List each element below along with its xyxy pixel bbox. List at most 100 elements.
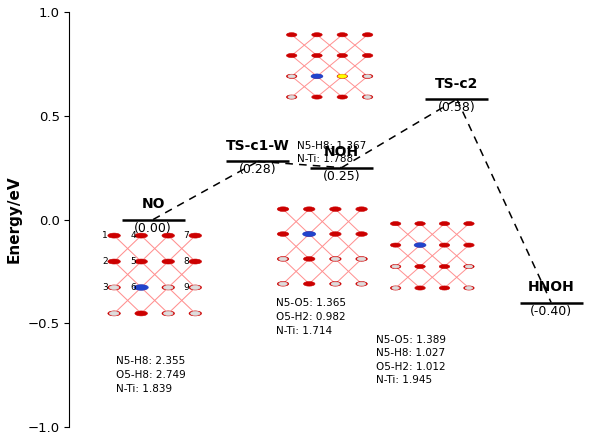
Text: N5-O5: 1.389
N5-H8: 1.027
O5-H2: 1.012
N-Ti: 1.945: N5-O5: 1.389 N5-H8: 1.027 O5-H2: 1.012 N…: [376, 335, 446, 385]
Circle shape: [391, 286, 401, 290]
Circle shape: [391, 243, 401, 247]
Circle shape: [439, 286, 450, 290]
Circle shape: [312, 95, 322, 99]
Circle shape: [286, 53, 297, 57]
Circle shape: [164, 312, 173, 315]
Circle shape: [286, 95, 297, 99]
Circle shape: [288, 95, 295, 99]
Text: 6: 6: [130, 283, 136, 292]
Text: 3: 3: [102, 283, 108, 292]
Circle shape: [415, 221, 425, 226]
Circle shape: [329, 257, 341, 261]
Circle shape: [135, 285, 148, 290]
Text: (0.25): (0.25): [323, 170, 361, 183]
Circle shape: [162, 259, 175, 264]
Text: (0.28): (0.28): [239, 164, 277, 176]
Circle shape: [108, 233, 121, 238]
Circle shape: [279, 282, 287, 286]
Circle shape: [162, 233, 175, 238]
Circle shape: [337, 53, 347, 57]
Circle shape: [415, 264, 425, 269]
Text: HNOH: HNOH: [528, 280, 575, 294]
Text: 5: 5: [130, 257, 136, 266]
Circle shape: [364, 75, 371, 78]
Circle shape: [191, 312, 200, 315]
Circle shape: [392, 286, 399, 290]
Circle shape: [391, 221, 401, 226]
Circle shape: [358, 282, 366, 286]
Circle shape: [135, 259, 148, 264]
Circle shape: [464, 221, 474, 226]
Text: TS-c1-W: TS-c1-W: [226, 139, 290, 153]
Circle shape: [415, 243, 425, 247]
Circle shape: [439, 243, 450, 247]
Text: (0.58): (0.58): [438, 101, 476, 114]
Circle shape: [439, 264, 450, 269]
Circle shape: [311, 74, 323, 79]
Circle shape: [329, 232, 341, 236]
Text: 2: 2: [102, 257, 108, 266]
Circle shape: [162, 285, 175, 290]
Circle shape: [362, 74, 373, 78]
Text: (0.00): (0.00): [134, 221, 172, 235]
Circle shape: [277, 232, 289, 236]
Text: N5-O5: 1.365
O5-H2: 0.982
N-Ti: 1.714: N5-O5: 1.365 O5-H2: 0.982 N-Ti: 1.714: [276, 298, 346, 335]
Circle shape: [312, 74, 322, 78]
Circle shape: [362, 33, 373, 37]
Circle shape: [392, 265, 399, 268]
Circle shape: [134, 285, 148, 290]
Circle shape: [189, 233, 202, 238]
Circle shape: [464, 264, 474, 269]
Y-axis label: Energy/eV: Energy/eV: [7, 175, 22, 263]
Circle shape: [465, 286, 473, 290]
Circle shape: [362, 53, 373, 57]
Circle shape: [338, 75, 347, 78]
Circle shape: [286, 33, 297, 37]
Text: (-0.40): (-0.40): [530, 305, 572, 318]
Circle shape: [329, 282, 341, 286]
Circle shape: [364, 95, 371, 99]
Circle shape: [304, 257, 315, 261]
Circle shape: [277, 257, 289, 261]
Circle shape: [189, 285, 202, 290]
Text: N5-H8: 2.355
O5-H8: 2.749
N-Ti: 1.839: N5-H8: 2.355 O5-H8: 2.749 N-Ti: 1.839: [116, 357, 186, 394]
Text: TS-c2: TS-c2: [435, 77, 479, 91]
Text: 9: 9: [183, 283, 189, 292]
Circle shape: [189, 259, 202, 264]
Circle shape: [304, 282, 315, 286]
Circle shape: [391, 264, 401, 269]
Circle shape: [288, 75, 295, 78]
Text: 1: 1: [102, 231, 108, 240]
Circle shape: [465, 265, 473, 268]
Circle shape: [337, 74, 347, 78]
Circle shape: [164, 286, 173, 290]
Circle shape: [191, 286, 200, 290]
Circle shape: [439, 221, 450, 226]
Circle shape: [277, 207, 289, 211]
Circle shape: [162, 311, 175, 316]
Circle shape: [464, 286, 474, 290]
Circle shape: [312, 53, 322, 57]
Text: NOH: NOH: [324, 145, 359, 159]
Circle shape: [356, 232, 367, 236]
Circle shape: [356, 207, 367, 211]
Circle shape: [415, 286, 425, 290]
Circle shape: [414, 243, 426, 248]
Circle shape: [135, 233, 148, 238]
Circle shape: [356, 257, 367, 261]
Circle shape: [337, 95, 347, 99]
Text: 7: 7: [183, 231, 189, 240]
Text: NO: NO: [142, 197, 165, 211]
Text: N5-H8: 1.367
N-Ti: 1.788: N5-H8: 1.367 N-Ti: 1.788: [297, 141, 367, 164]
Circle shape: [358, 257, 366, 261]
Text: 8: 8: [183, 257, 189, 266]
Circle shape: [362, 95, 373, 99]
Circle shape: [331, 282, 340, 286]
Circle shape: [108, 259, 121, 264]
Circle shape: [277, 282, 289, 286]
Circle shape: [329, 207, 341, 211]
Circle shape: [304, 207, 315, 211]
Text: 4: 4: [130, 231, 136, 240]
Circle shape: [337, 33, 347, 37]
Circle shape: [302, 232, 316, 236]
